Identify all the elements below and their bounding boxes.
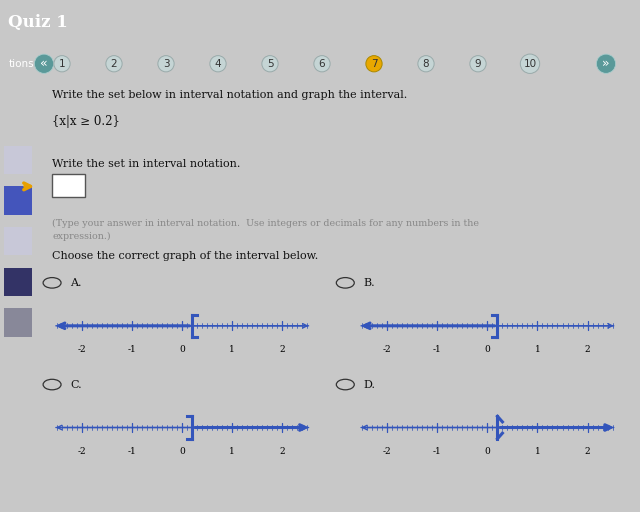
Text: expression.): expression.) [52,231,111,241]
Text: 7: 7 [371,59,378,69]
Text: 2: 2 [280,345,285,354]
Text: -2: -2 [78,447,86,456]
Text: 4: 4 [214,59,221,69]
Text: -2: -2 [78,345,86,354]
Text: -1: -1 [128,345,136,354]
FancyBboxPatch shape [4,145,32,174]
Text: {x|x ≥ 0.2}: {x|x ≥ 0.2} [52,115,120,128]
Text: Choose the correct graph of the interval below.: Choose the correct graph of the interval… [52,251,318,261]
Text: (Type your answer in interval notation.  Use integers or decimals for any number: (Type your answer in interval notation. … [52,219,479,228]
Text: 1: 1 [534,345,540,354]
Text: tions: tions [8,59,34,69]
Text: 0: 0 [484,447,490,456]
Text: C.: C. [70,379,82,390]
Text: 0: 0 [179,447,185,456]
Text: 8: 8 [422,59,429,69]
Text: 1: 1 [59,59,65,69]
FancyBboxPatch shape [52,174,85,197]
Text: 2: 2 [280,447,285,456]
Text: A.: A. [70,278,81,288]
Text: 1: 1 [534,447,540,456]
Text: 2: 2 [111,59,117,69]
Text: 2: 2 [585,345,590,354]
Text: «: « [40,57,48,70]
Text: -1: -1 [433,447,442,456]
Text: -1: -1 [433,345,442,354]
Text: Write the set in interval notation.: Write the set in interval notation. [52,159,241,168]
Text: 10: 10 [524,59,536,69]
FancyBboxPatch shape [4,308,32,337]
Text: 0: 0 [484,345,490,354]
Text: »: » [602,57,610,70]
FancyBboxPatch shape [4,268,32,296]
Text: 6: 6 [319,59,325,69]
Text: 0: 0 [179,345,185,354]
Text: Quiz 1: Quiz 1 [8,13,68,31]
Text: 2: 2 [585,447,590,456]
Text: D.: D. [364,379,375,390]
Text: 1: 1 [229,345,235,354]
Text: Write the set below in interval notation and graph the interval.: Write the set below in interval notation… [52,90,407,100]
Text: B.: B. [364,278,375,288]
Text: -1: -1 [128,447,136,456]
FancyBboxPatch shape [4,227,32,255]
Text: -2: -2 [383,447,392,456]
Text: 3: 3 [163,59,170,69]
FancyBboxPatch shape [4,186,32,215]
Text: 9: 9 [475,59,481,69]
Text: -2: -2 [383,345,392,354]
Text: 1: 1 [229,447,235,456]
Text: 5: 5 [267,59,273,69]
